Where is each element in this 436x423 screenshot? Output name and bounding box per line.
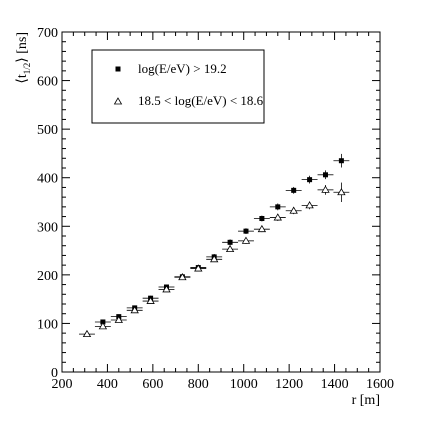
data-point-triangle [273,213,282,221]
data-point-square [322,172,328,178]
data-point-triangle [289,206,298,214]
x-tick-label: 200 [52,377,73,392]
data-point-triangle [98,322,108,330]
legend-label-series-1: log(E/eV) > 19.2 [138,61,227,76]
data-point-triangle [130,306,139,314]
y-axis-label-main: ⟨t [15,74,30,83]
series-2 [79,182,350,338]
legend-label-series-2: 18.5 < log(E/eV) < 18.6 [138,93,264,108]
y-tick-label: 400 [37,172,58,187]
data-point-triangle [114,315,123,323]
legend-marker-triangle [113,97,123,105]
y-tick-label: 700 [37,26,58,41]
data-point-square [100,319,106,325]
data-point-square [291,187,297,193]
x-tick-label: 600 [142,377,163,392]
data-point-square [307,177,313,183]
data-point-triangle [305,201,314,209]
ticks [61,31,381,373]
legend-marker-square [115,66,121,72]
y-tick-label: 100 [37,317,58,332]
tick-labels: 200 400 600 800 1000 1200 1400 1600 0 100 200 300 40… [37,26,394,392]
legend-box [91,49,265,124]
data-point-triangle [162,285,171,293]
x-axis-label: r [m] [352,393,380,408]
data-point-triangle [194,264,203,272]
series-1 [94,153,350,325]
data-point-square [275,204,281,210]
data-point-square [259,216,265,222]
data-point-square [338,158,344,164]
y-axis-label: ⟨t1/2⟩ [ns] [15,32,32,84]
x-tick-label: 1600 [366,377,394,392]
y-tick-label: 300 [37,220,58,235]
data-point-triangle [146,296,155,304]
y-axis-label-end: ⟩ [ns] [15,32,30,63]
legend: log(E/eV) > 19.2 18.5 < log(E/eV) < 18.6 [91,49,265,124]
data-point-triangle [257,224,267,233]
y-tick-label: 500 [37,123,58,138]
y-tick-label: 200 [37,269,58,284]
x-tick-label: 1200 [275,377,303,392]
data-point-triangle [82,329,92,338]
y-tick-label: 0 [51,366,58,381]
x-tick-label: 800 [188,377,209,392]
series-layer [79,153,350,338]
data-point-triangle [321,185,330,193]
y-tick-label: 600 [37,75,58,90]
y-axis-label-sub: 1/2 [22,63,32,75]
x-tick-label: 400 [97,377,118,392]
data-point-triangle [225,244,235,253]
data-point-triangle [209,255,219,263]
x-tick-label: 1000 [230,377,258,392]
data-point-triangle [178,272,187,281]
data-point-square [227,239,233,245]
data-point-square [243,228,249,234]
data-point-triangle [337,187,346,196]
x-tick-label: 1400 [321,377,349,392]
data-point-triangle [241,236,251,244]
